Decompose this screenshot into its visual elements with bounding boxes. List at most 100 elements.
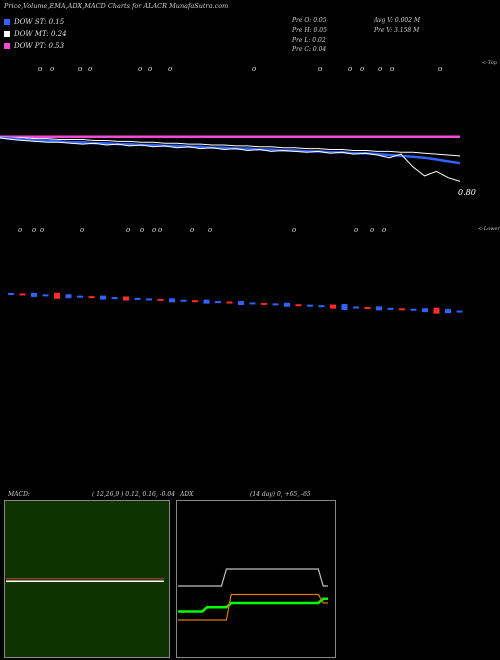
lower-marker: o xyxy=(18,226,22,234)
volume-candle xyxy=(77,295,83,298)
volume-candle xyxy=(192,300,198,303)
volume-candle xyxy=(215,301,221,304)
volume-candle xyxy=(272,303,279,306)
top-marker: o xyxy=(78,65,82,73)
legend-swatch-pt xyxy=(4,43,10,49)
volume-candle xyxy=(249,302,256,305)
top-marker: o xyxy=(88,65,92,73)
top-marker: o xyxy=(148,65,152,73)
adx-series-di xyxy=(178,597,328,613)
volume-candle xyxy=(318,305,325,308)
lower-marker: o xyxy=(208,226,212,234)
info-pre-close: Pre C: 0.04 xyxy=(292,46,327,53)
lower-marker: o xyxy=(80,226,84,234)
lower-marker: o xyxy=(40,226,44,234)
info-pre-volume: Pre V: 3.158 M xyxy=(374,27,420,34)
volume-candle xyxy=(31,292,37,297)
lower-marker: o xyxy=(354,226,358,234)
top-marker: o xyxy=(438,65,442,73)
volume-candle xyxy=(169,298,175,303)
volume-candle xyxy=(123,296,129,301)
lower-marker: o xyxy=(32,226,36,234)
top-marker: o xyxy=(390,65,394,73)
volume-candle xyxy=(111,297,118,300)
volume-candle xyxy=(284,302,290,307)
price-series-dow-mt xyxy=(0,136,461,157)
macd-lines xyxy=(6,578,164,582)
top-marker: o xyxy=(378,65,382,73)
legend-swatch-st xyxy=(4,19,10,25)
lower-marker: o xyxy=(382,226,386,234)
lower-marker: o xyxy=(370,226,374,234)
volume-candle xyxy=(100,295,106,300)
legend-dow-mt: DOW MT: 0.24 xyxy=(4,30,67,38)
lower-marker: o xyxy=(126,226,130,234)
info-avg-volume: Avg V: 0.002 M xyxy=(374,17,421,24)
chart-title: Price,Volume,EMA,ADX,MACD Charts for ALA… xyxy=(4,2,229,10)
adx-chart xyxy=(176,500,336,658)
volume-candle xyxy=(295,304,302,307)
price-lines xyxy=(0,135,461,182)
top-label: <-Top xyxy=(482,60,497,66)
volume-candle xyxy=(261,302,267,305)
adx-params: (14 day) 0, +65, -65 xyxy=(250,491,311,498)
adx-lines xyxy=(178,568,328,621)
volume-candle xyxy=(353,306,359,309)
volume-candle xyxy=(445,309,451,314)
lower-marker: o xyxy=(158,226,162,234)
volume-candle xyxy=(146,298,152,301)
price-series-close xyxy=(0,137,461,182)
adx-series-adx xyxy=(178,568,328,587)
volume-candle xyxy=(399,308,405,311)
legend-dow-st: DOW ST: 0.15 xyxy=(4,18,64,26)
top-marker: o xyxy=(348,65,352,73)
volume-candle xyxy=(203,299,210,304)
adx-background xyxy=(176,500,336,658)
top-marker: o xyxy=(38,65,42,73)
price-axis-label: 0.80 xyxy=(458,188,476,197)
price-series-dow-st xyxy=(0,136,461,165)
volume-candle xyxy=(42,294,49,297)
volume-candle xyxy=(422,308,428,313)
lower-marker: o xyxy=(190,226,194,234)
adx-series-di xyxy=(178,593,328,621)
volume-candle xyxy=(19,293,26,296)
top-marker: o xyxy=(252,65,256,73)
legend-label-pt: DOW PT: 0.53 xyxy=(14,42,65,50)
volume-candle xyxy=(456,310,463,313)
macd-chart xyxy=(4,500,170,658)
top-marker: o xyxy=(360,65,364,73)
volume-candle xyxy=(54,292,60,299)
top-marker: o xyxy=(318,65,322,73)
volume-candle xyxy=(307,304,313,307)
volume-candle xyxy=(341,304,348,311)
volume-candle xyxy=(157,298,164,301)
top-marker: o xyxy=(168,65,172,73)
info-pre-low: Pre L: 0.02 xyxy=(292,37,326,44)
legend-swatch-mt xyxy=(4,31,10,37)
volume-candle xyxy=(387,307,394,310)
top-marker: o xyxy=(50,65,54,73)
volume-candle xyxy=(433,307,440,314)
lower-marker: o xyxy=(292,226,296,234)
legend-label-st: DOW ST: 0.15 xyxy=(14,18,65,26)
volume-candle xyxy=(364,306,371,309)
lower-label: <-Lower xyxy=(478,226,500,232)
lower-marker: o xyxy=(152,226,156,234)
volume-candles xyxy=(8,292,463,314)
volume-candle xyxy=(88,296,95,299)
macd-label: MACD: xyxy=(8,491,30,498)
volume-candle xyxy=(410,308,417,311)
info-pre-open: Pre O: 0.05 xyxy=(292,17,327,24)
volume-candle xyxy=(65,294,72,299)
macd-params: ( 12,26,9 ) 0.12, 0.16, -0.04 xyxy=(92,491,176,498)
lower-marker: o xyxy=(140,226,144,234)
legend-dow-pt: DOW PT: 0.53 xyxy=(4,42,64,50)
volume-candle xyxy=(134,297,141,300)
volume-candle xyxy=(180,299,187,302)
adx-label: ADX xyxy=(180,491,194,498)
top-marker: o xyxy=(138,65,142,73)
